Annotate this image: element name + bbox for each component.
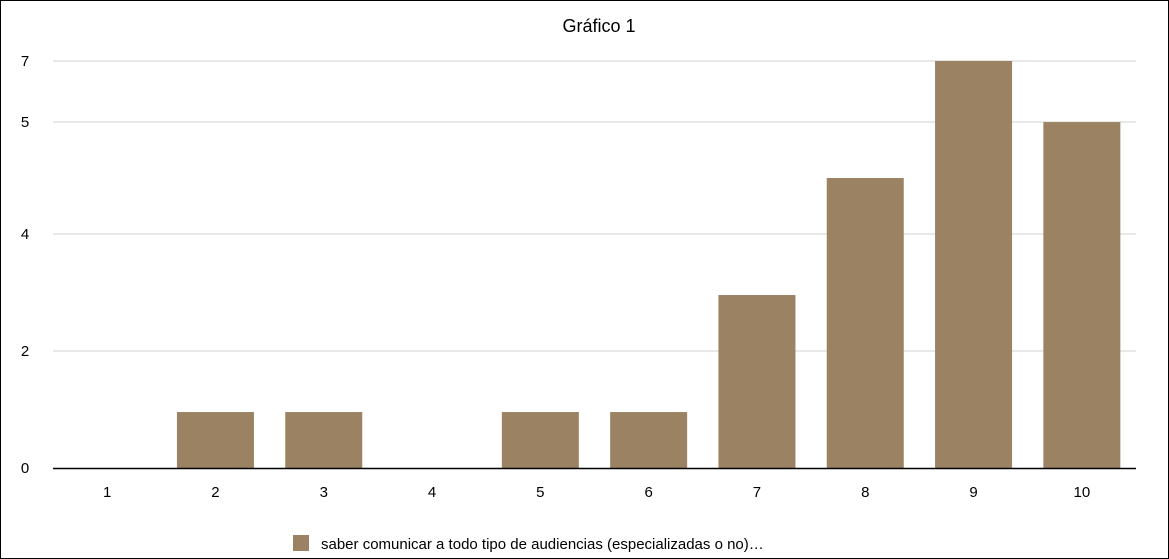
bars	[176, 61, 1121, 469]
x-tick-label: 2	[211, 484, 219, 501]
bar-10	[1043, 122, 1121, 469]
y-tick-label: 2	[21, 343, 29, 360]
x-tick-label: 6	[644, 484, 652, 501]
x-tick-label: 3	[320, 484, 328, 501]
bar-3	[285, 412, 363, 468]
bar-6	[610, 412, 688, 468]
x-tick-label: 9	[969, 484, 977, 501]
x-tick-label: 1	[103, 484, 111, 501]
bar-2	[176, 412, 254, 468]
y-tick-label: 5	[21, 114, 29, 131]
chart-title: Gráfico 1	[562, 16, 635, 36]
legend-label: saber comunicar a todo tipo de audiencia…	[321, 536, 764, 553]
x-tick-label: 10	[1074, 484, 1091, 501]
x-tick-label: 5	[536, 484, 544, 501]
bar-7	[718, 295, 796, 468]
legend-swatch	[293, 535, 309, 551]
x-tick-label: 4	[428, 484, 436, 501]
bar-8	[826, 178, 904, 468]
bar-9	[935, 61, 1013, 468]
legend: saber comunicar a todo tipo de audiencia…	[293, 535, 764, 553]
y-tick-labels: 0 2 4 5 7	[21, 53, 29, 477]
y-tick-label: 7	[21, 53, 29, 70]
bar-5	[501, 412, 579, 468]
x-tick-label: 7	[753, 484, 761, 501]
y-tick-label: 4	[21, 226, 29, 243]
x-tick-labels: 1 2 3 4 5 6 7 8 9 10	[103, 484, 1090, 501]
y-tick-label: 0	[21, 460, 29, 477]
x-tick-label: 8	[861, 484, 869, 501]
